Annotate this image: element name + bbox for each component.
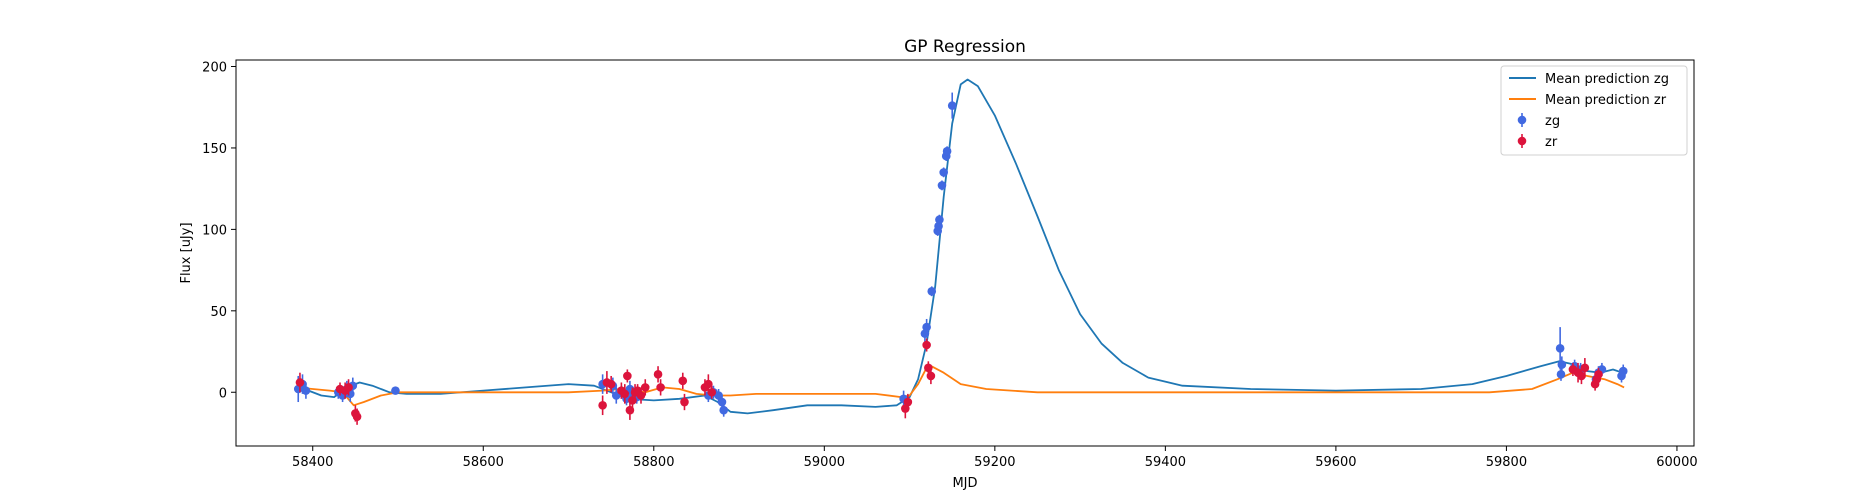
data-point-zr-0 <box>295 378 305 387</box>
data-point-zg-19 <box>714 391 723 400</box>
x-tick-label: 59600 <box>1315 455 1356 470</box>
data-point-zg-21 <box>719 405 729 415</box>
data-point-zr-16 <box>636 391 646 400</box>
data-point-zr-23 <box>704 379 713 389</box>
legend-swatch-marker <box>1517 136 1527 146</box>
data-point-zg-30 <box>939 168 948 177</box>
legend-label: zr <box>1545 135 1558 150</box>
data-point-zg-43 <box>1618 366 1628 376</box>
x-tick-label: 59000 <box>804 455 845 470</box>
data-point-zr-32 <box>1577 371 1586 381</box>
legend-swatch-marker <box>1517 115 1527 125</box>
data-point-zg-20 <box>717 397 727 407</box>
y-axis-label: Flux [uJy] <box>179 222 194 283</box>
chart-title: GP Regression <box>904 37 1026 57</box>
data-point-zr-17 <box>640 383 650 392</box>
data-point-zr-5 <box>352 412 362 421</box>
data-point-zg-32 <box>942 146 952 156</box>
x-axis-ticks: 58400 58600 58800 59000 59200 59400 59600 59800… <box>292 446 1698 470</box>
x-tick-label: 58800 <box>633 455 674 470</box>
x-tick-label: 60000 <box>1656 455 1697 470</box>
plot-frame <box>235 59 1695 447</box>
data-point-zg-35 <box>1557 360 1567 369</box>
data-point-zg-28 <box>935 215 944 224</box>
x-tick-label: 58400 <box>292 455 333 470</box>
data-point-zr-20 <box>678 376 688 386</box>
data-point-zr-19 <box>656 383 665 392</box>
data-point-zg-34 <box>1555 343 1565 353</box>
data-point-zr-10 <box>620 389 630 399</box>
data-point-zr-18 <box>653 370 663 379</box>
y-axis-ticks: 0 50 100 150 200 <box>202 61 236 401</box>
data-point-zr-29 <box>926 371 936 381</box>
data-point-zg-29 <box>937 181 947 190</box>
data-point-zg-24 <box>922 322 931 332</box>
data-point-zr-11 <box>623 371 632 381</box>
legend: Mean prediction zg Mean prediction zr zg zr <box>1500 65 1688 156</box>
x-tick-label: 59800 <box>1486 455 1527 470</box>
legend-box <box>1500 65 1688 156</box>
data-point-zr-36 <box>1594 370 1603 379</box>
legend-label: Mean prediction zr <box>1545 93 1667 108</box>
y-tick-label: 50 <box>210 305 227 320</box>
data-layer <box>293 78 1628 425</box>
data-point-zr-8 <box>606 379 616 389</box>
data-point-zg-27 <box>934 221 943 231</box>
legend-label: Mean prediction zg <box>1545 72 1669 87</box>
y-tick-label: 200 <box>202 61 227 76</box>
x-axis-label: MJD <box>952 476 977 491</box>
data-point-zg-8 <box>391 386 400 395</box>
legend-label: zg <box>1545 114 1560 129</box>
y-tick-label: 0 <box>219 386 227 401</box>
data-point-zr-24 <box>707 387 717 397</box>
data-point-zr-6 <box>598 400 607 410</box>
y-tick-label: 100 <box>202 223 227 238</box>
data-point-zg-33 <box>947 101 957 110</box>
data-point-zg-36 <box>1556 370 1566 379</box>
series-line-1 <box>295 363 1625 407</box>
x-tick-label: 59400 <box>1145 455 1186 470</box>
data-point-zr-33 <box>1580 363 1590 373</box>
data-point-zr-27 <box>922 340 931 350</box>
data-point-zr-21 <box>680 397 689 407</box>
y-tick-label: 150 <box>202 142 227 157</box>
x-tick-label: 59200 <box>974 455 1015 470</box>
data-point-zg-25 <box>927 286 937 296</box>
data-point-zg-2 <box>301 386 311 395</box>
data-point-zr-26 <box>903 397 913 407</box>
data-point-zr-3 <box>344 383 353 392</box>
x-tick-label: 58600 <box>463 455 504 470</box>
